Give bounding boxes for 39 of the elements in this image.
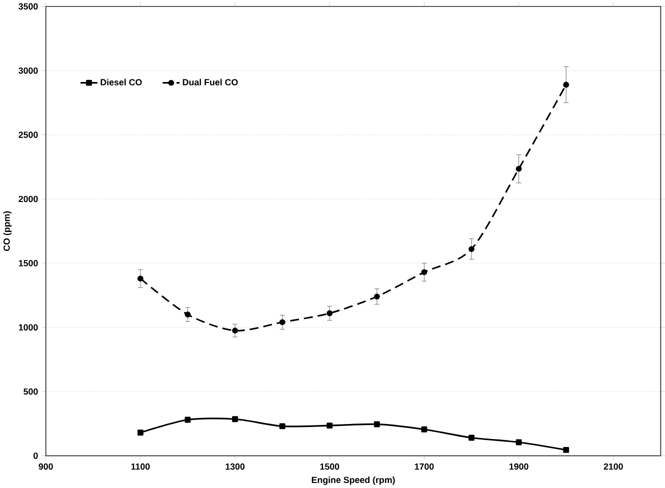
x-tick-label: 1700 — [414, 463, 434, 470]
point — [563, 446, 570, 453]
legend-label: Diesel CO — [100, 78, 142, 86]
x-tick-label: 1500 — [320, 463, 340, 470]
x-tick-label: 1100 — [131, 463, 150, 470]
point — [374, 421, 380, 428]
y-tick-label: 3000 — [18, 67, 38, 74]
x-tick-label: 900 — [38, 463, 53, 470]
x-tick-label: 2100 — [604, 463, 623, 470]
point — [184, 416, 191, 423]
point — [468, 434, 474, 441]
point — [326, 422, 333, 428]
point — [563, 82, 570, 88]
point — [232, 416, 238, 422]
point — [516, 439, 522, 446]
point — [326, 310, 333, 316]
point — [279, 319, 286, 326]
y-tick-label: 3500 — [18, 3, 38, 10]
y-tick-label: 2000 — [18, 196, 38, 202]
point — [468, 246, 474, 252]
point — [516, 166, 522, 172]
y-tick-label: 1500 — [18, 260, 38, 266]
y-tick-label: 1000 — [18, 324, 38, 330]
legend-label: Dual Fuel CO — [182, 78, 238, 86]
point — [279, 423, 286, 430]
point — [184, 311, 191, 318]
y-tick-label: 0 — [34, 452, 38, 459]
point — [137, 430, 144, 436]
point — [421, 269, 428, 276]
y-tick-label: 500 — [24, 388, 38, 395]
y-tick-label: 2500 — [18, 132, 38, 138]
point — [137, 276, 144, 282]
x-tick-label: 1300 — [226, 463, 245, 470]
y-axis-title: CO (ppm) — [3, 211, 12, 251]
point — [232, 328, 238, 334]
x-axis-title: Engine Speed (rpm) — [312, 476, 395, 485]
x-tick-label: 1900 — [509, 463, 528, 470]
point — [421, 426, 428, 432]
point — [374, 294, 380, 300]
